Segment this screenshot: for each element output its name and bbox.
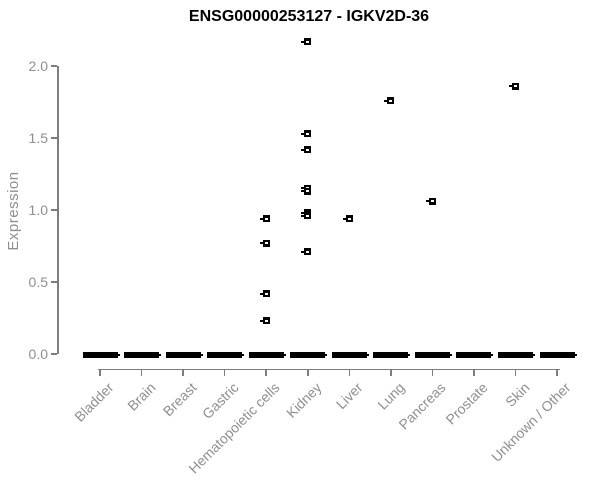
y-axis-tick: [51, 353, 57, 355]
y-axis-tick: [51, 281, 57, 283]
data-point: [259, 290, 270, 298]
chart-title: ENSG00000253127 - IGKV2D-36: [188, 8, 430, 25]
zero-expression-dash: [498, 352, 535, 358]
y-axis-tick: [51, 209, 57, 211]
x-axis-tick: [556, 369, 558, 376]
y-axis-line: [57, 66, 59, 354]
y-axis-tick-label: 2.0: [28, 58, 48, 74]
data-point: [301, 146, 312, 154]
y-axis-tick: [51, 137, 57, 139]
y-axis-tick-label: 0.5: [28, 274, 48, 290]
x-axis-tick: [473, 369, 475, 376]
data-point: [509, 82, 519, 90]
data-point: [301, 248, 312, 256]
zero-expression-dash: [82, 352, 120, 358]
x-axis-tick: [307, 369, 309, 376]
data-point: [301, 187, 312, 195]
data-point: [259, 317, 270, 325]
y-axis-tick-label: 1.0: [28, 202, 48, 218]
x-axis-line: [98, 368, 560, 370]
x-axis-tick: [348, 369, 351, 376]
zero-expression-dash: [290, 352, 328, 358]
data-point: [301, 38, 312, 46]
x-axis-tick: [514, 369, 517, 376]
zero-expression-dash: [248, 352, 286, 358]
zero-expression-dash: [456, 352, 494, 358]
x-axis-tick: [390, 369, 392, 376]
data-point: [301, 212, 312, 220]
zero-expression-dash: [124, 352, 162, 358]
y-axis-tick: [51, 65, 57, 67]
x-axis-tick: [140, 369, 143, 376]
y-axis-tick-label: 1.5: [28, 130, 48, 146]
data-point: [259, 239, 270, 247]
zero-expression-dash: [414, 352, 452, 358]
x-axis-tick: [99, 369, 101, 376]
x-axis-tick: [431, 369, 434, 376]
zero-expression-dash: [207, 352, 245, 358]
data-point: [384, 97, 395, 105]
zero-expression-dash: [373, 352, 411, 358]
zero-expression-dash: [165, 352, 203, 358]
data-point: [425, 197, 436, 205]
x-axis-tick: [182, 369, 184, 376]
x-axis-tick: [223, 369, 226, 376]
zero-expression-dash: [331, 352, 369, 358]
data-point: [342, 215, 353, 223]
data-point: [259, 215, 270, 223]
x-axis-tick: [265, 369, 267, 376]
y-axis-tick-label: 0.0: [28, 346, 48, 362]
data-point: [301, 130, 312, 138]
zero-expression-dash: [539, 352, 577, 358]
